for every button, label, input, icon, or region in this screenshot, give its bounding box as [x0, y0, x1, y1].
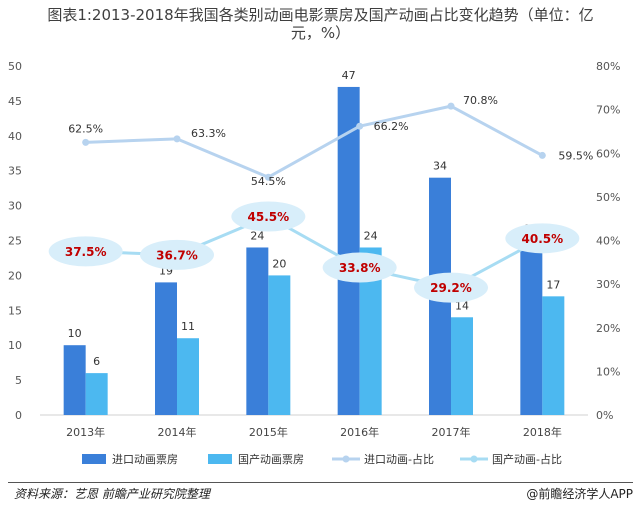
bar-domestic-value-label: 17: [546, 278, 560, 291]
legend-swatch-marker: [342, 455, 350, 463]
bar-domestic: [268, 275, 291, 415]
line-domestic-label: 40.5%: [522, 232, 564, 246]
bar-import-value-label: 34: [433, 160, 447, 173]
line-domestic-bubble: [322, 252, 397, 283]
y-left-tick-label: 15: [8, 304, 22, 317]
source-note: 资料来源：艺恩 前瞻产业研究院整理: [14, 487, 210, 501]
legend-swatch-marker: [470, 455, 478, 463]
line-domestic-bubble: [140, 239, 214, 270]
legend-swatch: [208, 454, 232, 464]
line-import-share: [85, 104, 544, 179]
bar-domestic: [359, 247, 382, 415]
footer-divider: [8, 482, 633, 483]
line-import-point: [173, 135, 181, 143]
y-left-tick-label: 10: [8, 339, 22, 352]
line-import-point: [356, 122, 364, 130]
y-left-tick-label: 40: [8, 130, 22, 143]
line-domestic-label: 29.2%: [430, 281, 472, 295]
x-tick-label: 2014年: [158, 425, 197, 439]
y-left-tick-label: 35: [8, 165, 22, 178]
bar-domestic: [85, 373, 108, 415]
y-right-tick-label: 30%: [596, 278, 620, 291]
bar-domestic-value-label: 20: [272, 257, 286, 270]
y-left-tick-label: 25: [8, 235, 22, 248]
legend-swatch: [82, 454, 106, 464]
y-left-tick-label: 5: [15, 374, 22, 387]
line-import-point: [82, 138, 90, 146]
line-domestic-bubble: [505, 223, 580, 254]
bar-domestic: [542, 296, 565, 415]
bar-import-value-label: 10: [68, 327, 82, 340]
legend-label: 进口动画-占比: [364, 452, 434, 466]
line-domestic-label: 45.5%: [248, 210, 290, 224]
y-right-tick-label: 10%: [596, 365, 620, 378]
line-import-label: 66.2%: [374, 120, 409, 133]
bar-import: [63, 345, 86, 415]
line-import-label: 63.3%: [191, 127, 226, 140]
x-tick-label: 2015年: [249, 425, 288, 439]
line-domestic-bubble: [231, 201, 306, 232]
x-tick-label: 2017年: [432, 425, 471, 439]
line-domestic-bubble: [48, 236, 123, 267]
y-right-tick-label: 40%: [596, 235, 620, 248]
y-left-tick-label: 45: [8, 95, 22, 108]
bar-domestic: [451, 317, 473, 415]
y-right-tick-label: 70%: [596, 104, 620, 117]
combo-chart: 0 5 10 15 20 25 30 35 40 45 50 0% 10% 20% 30% 40% 50% 60%…: [8, 60, 620, 466]
y-right-tick-label: 60%: [596, 147, 620, 160]
legend-label: 国产动画-占比: [492, 452, 562, 466]
line-import-label: 62.5%: [68, 122, 103, 135]
line-import-point: [447, 102, 455, 110]
bar-domestic: [177, 338, 199, 415]
line-domestic-bubble: [414, 272, 488, 303]
bar-domestic-value-label: 6: [93, 355, 100, 368]
line-import-label: 70.8%: [463, 94, 498, 107]
bar-import: [520, 240, 543, 415]
legend-label: 国产动画票房: [238, 452, 304, 466]
line-import-point: [538, 151, 546, 159]
line-domestic-label: 33.8%: [339, 261, 381, 275]
bar-domestic-value-label: 24: [364, 229, 378, 242]
brand-credit: @前瞻经济学人APP: [526, 487, 633, 501]
x-tick-label: 2013年: [66, 425, 105, 439]
footer: 资料来源：艺恩 前瞻产业研究院整理 @前瞻经济学人APP: [0, 482, 641, 510]
x-tick-label: 2016年: [340, 425, 379, 439]
bar-import: [155, 282, 177, 415]
bar-domestic-value-label: 11: [181, 320, 195, 333]
line-import-label: 59.5%: [558, 149, 593, 162]
line-domestic-label: 36.7%: [156, 248, 198, 262]
x-tick-label: 2018年: [523, 425, 562, 439]
bar-import: [337, 86, 360, 415]
y-left-tick-label: 0: [15, 409, 22, 422]
chart-title-line1: 图表1:2013-2018年我国各类别动画电影票房及国产动画占比变化趋势（单位：…: [47, 6, 594, 24]
bar-import-value-label: 24: [250, 229, 264, 242]
y-right-tick-label: 80%: [596, 60, 620, 73]
chart-title: 图表1:2013-2018年我国各类别动画电影票房及国产动画占比变化趋势（单位：…: [0, 6, 641, 42]
chart-title-line2: 元，%）: [290, 24, 351, 42]
line-import-label: 54.5%: [251, 175, 286, 188]
bar-import-value-label: 47: [342, 69, 356, 82]
y-left-tick-label: 20: [8, 269, 22, 282]
line-import-point: [264, 173, 272, 181]
bar-import: [246, 247, 269, 415]
line-domestic-label: 37.5%: [65, 245, 107, 259]
y-right-tick-label: 20%: [596, 322, 620, 335]
bar-domestic-value-label: 14: [455, 299, 469, 312]
y-left-tick-label: 50: [8, 60, 22, 73]
legend-label: 进口动画票房: [112, 453, 178, 466]
y-left-tick-label: 30: [8, 200, 22, 213]
y-right-tick-label: 0%: [596, 409, 613, 422]
y-right-tick-label: 50%: [596, 191, 620, 204]
